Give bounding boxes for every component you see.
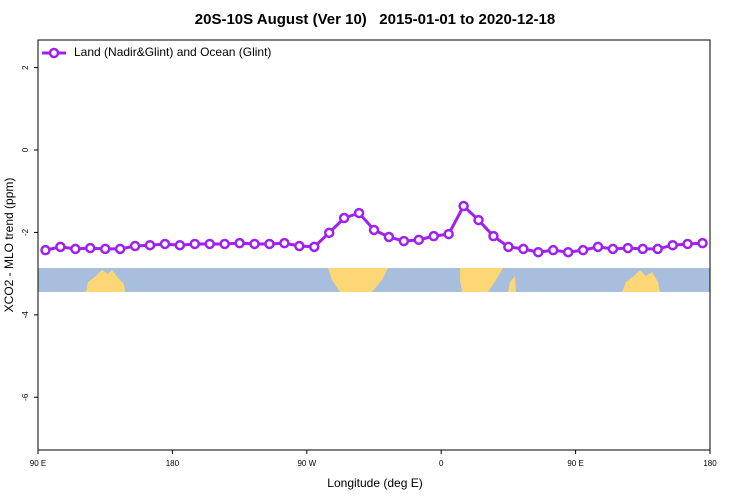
data-point [309, 241, 320, 253]
data-point [413, 234, 425, 246]
land-ocean-band [38, 268, 710, 292]
data-point [652, 243, 663, 255]
y-tick-label: 0 [21, 147, 30, 152]
plot-frame [37, 39, 711, 451]
x-tick-label: 90 W [297, 459, 316, 468]
y-tick-label: 2 [21, 65, 30, 70]
data-point [607, 243, 619, 255]
data-point [518, 243, 529, 255]
legend-marker [48, 47, 60, 59]
data-point [562, 246, 574, 258]
data-point [458, 200, 469, 212]
data-point [219, 238, 230, 250]
data-point [279, 237, 290, 249]
data-point [622, 242, 634, 254]
data-point [55, 241, 66, 253]
data-point [443, 228, 454, 240]
data-point [234, 237, 245, 249]
x-tick-label: 90 E [567, 459, 583, 468]
y-tick-label: -2 [21, 228, 30, 236]
data-point [547, 244, 559, 256]
data-point [204, 238, 215, 250]
data-point [264, 238, 275, 250]
x-tick-label: 180 [166, 459, 180, 468]
data-point [533, 246, 544, 258]
data-point [428, 230, 439, 242]
data-point [323, 227, 335, 239]
data-point [503, 241, 514, 253]
y-axis-label: XCO2 - MLO trend (ppm) [2, 178, 16, 313]
data-point [159, 238, 171, 250]
data-point [189, 238, 201, 250]
data-point [338, 212, 350, 224]
data-point [398, 235, 410, 247]
data-point [667, 239, 678, 251]
data-point [129, 240, 141, 252]
data-point [383, 231, 395, 243]
data-point [249, 238, 260, 250]
data-point [592, 241, 604, 253]
data-point [577, 244, 589, 256]
data-point [70, 243, 81, 255]
data-point [85, 242, 96, 254]
x-tick-label: 180 [703, 459, 717, 468]
chart-title: 20S-10S August (Ver 10) 2015-01-01 to 20… [195, 11, 555, 28]
data-point [40, 244, 51, 256]
data-point [114, 243, 126, 255]
data-point [682, 238, 693, 250]
data-point [637, 243, 649, 255]
data-point [473, 214, 484, 226]
legend-label: Land (Nadir&Glint) and Ocean (Glint) [74, 45, 271, 59]
data-point [144, 239, 156, 251]
y-tick-label: -6 [21, 393, 30, 401]
data-point [488, 230, 499, 242]
data-point [368, 224, 380, 236]
data-point [353, 207, 365, 219]
data-point [174, 239, 186, 251]
data-point [99, 243, 111, 255]
x-tick-label: 0 [439, 459, 444, 468]
x-axis-label: Longitude (deg E) [327, 476, 422, 490]
x-tick-label: 90 E [30, 459, 46, 468]
data-point [294, 240, 305, 252]
data-point [697, 237, 708, 249]
y-tick-label: -4 [21, 311, 30, 319]
